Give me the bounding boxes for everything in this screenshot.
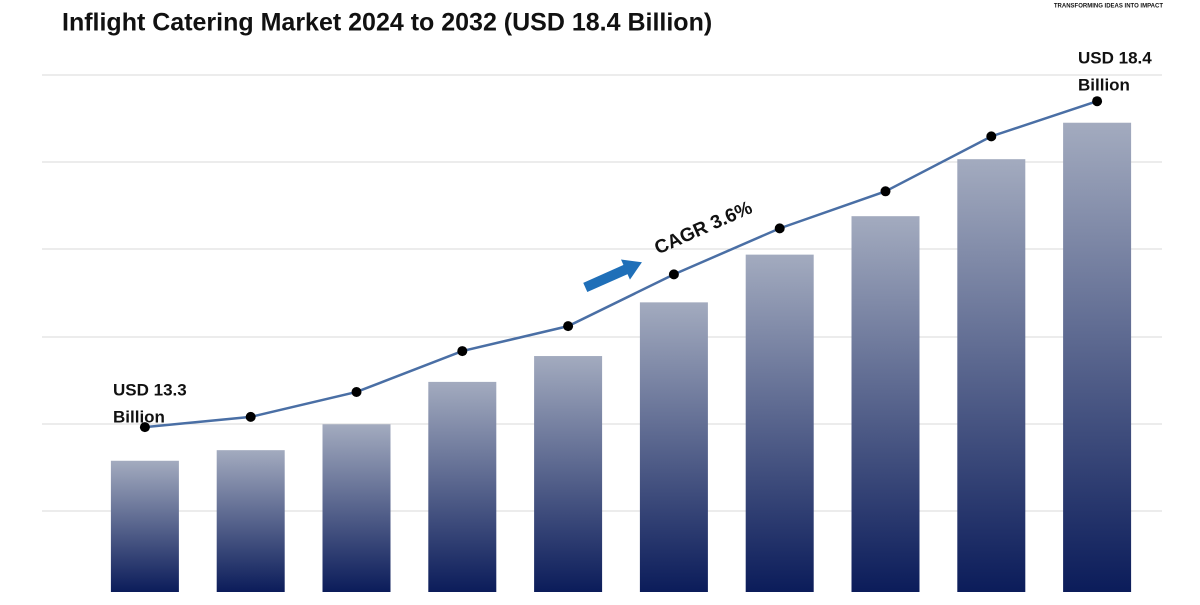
annotation: USD 18.4 (1078, 48, 1152, 67)
bar (639, 302, 708, 592)
bar (745, 254, 814, 592)
bar (851, 216, 920, 592)
line-point (457, 346, 468, 357)
arrow-head (621, 259, 642, 280)
line-point (351, 386, 362, 397)
annotation: Billion (113, 407, 165, 426)
cagr-arrow (583, 259, 642, 293)
line-point (245, 411, 256, 422)
bar (1063, 122, 1132, 592)
line-point (1092, 96, 1103, 107)
bar (428, 381, 497, 592)
line-point (986, 131, 997, 142)
annotation: Billion (1078, 75, 1130, 94)
bar (534, 356, 603, 592)
bar (322, 424, 391, 592)
chart-title: Inflight Catering Market 2024 to 2032 (U… (62, 9, 712, 37)
line-point (668, 269, 679, 280)
line (144, 100, 1098, 429)
line-point (774, 223, 785, 234)
line-point (880, 186, 891, 197)
line-series (139, 96, 1103, 433)
logo-tagline: TRANSFORMING IDEAS INTO IMPACT (1054, 4, 1163, 10)
line-point (563, 321, 574, 332)
arrow-body (583, 264, 630, 293)
bar (216, 450, 285, 592)
bar (957, 159, 1026, 592)
annotation: USD 13.3 (113, 380, 187, 399)
annotation: CAGR 3.6% (652, 197, 756, 259)
bar (110, 460, 179, 592)
bars (110, 122, 1132, 592)
line-point (139, 422, 150, 433)
